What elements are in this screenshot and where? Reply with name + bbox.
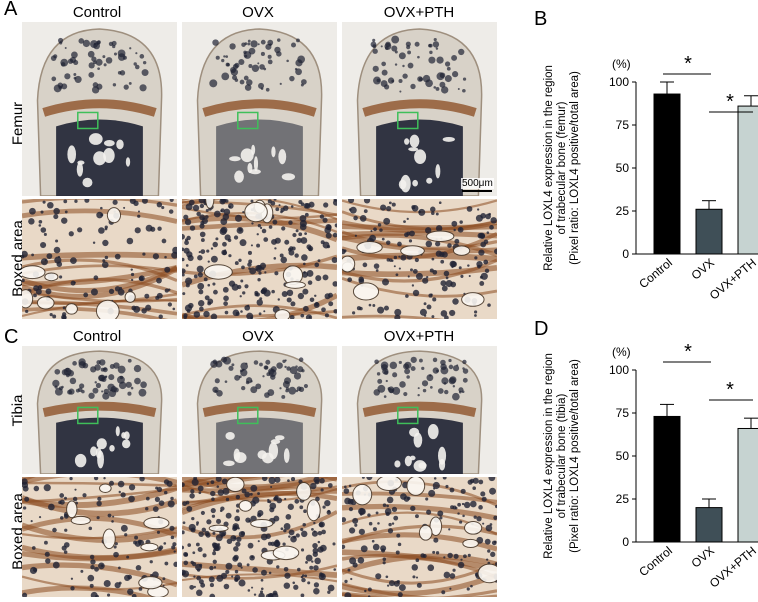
micrograph-tibia-boxed-ovx [182, 477, 337, 597]
chart-b-xtick-label-2: OVX+PTH [707, 256, 758, 303]
col-label-ovx-bottom: OVX [242, 328, 274, 345]
micrograph-femur-boxed-ovx [182, 199, 337, 319]
col-label-control-bottom: Control [72, 328, 122, 345]
micrograph-femur-ovx-pth [342, 22, 497, 196]
panel-label-a: A [4, 0, 18, 20]
chart-d: Relative LOXL4 expression in the region o… [540, 326, 758, 602]
chart-d-ylabel-line-1: of trabecular bone (tibia) [556, 394, 568, 519]
chart-b-ytick-label-4: 100 [609, 75, 629, 89]
scale-bar [462, 190, 492, 192]
chart-d-ylabel-line-0: Relative LOXL4 expression in the region [543, 353, 555, 559]
micrograph-tibia-ovx-pth [342, 346, 497, 474]
chart-b-ytick-label-2: 50 [616, 161, 630, 175]
micrograph-femur-ovx [182, 22, 337, 196]
chart-b-ytick-label-1: 25 [616, 204, 630, 218]
micrograph-tibia-ovx [182, 346, 337, 474]
chart-d-unit: (%) [612, 345, 631, 359]
chart-d-ytick-label-0: 0 [622, 535, 629, 549]
chart-b-bar-1 [695, 208, 723, 255]
micrograph-femur-control [22, 22, 177, 196]
chart-d-ytick-label-4: 100 [609, 363, 629, 377]
chart-b-ylabel-line-1: of trabecular bone (femur) [556, 101, 568, 234]
chart-b: Relative LOXL4 expression in the region o… [540, 20, 758, 320]
col-label-ovx-pth-top: OVX+PTH [383, 4, 455, 21]
chart-b-xtick-label-1: OVX [689, 256, 717, 283]
scale-bar-label: 500μm [461, 178, 494, 189]
chart-b-ytick-label-3: 75 [616, 118, 630, 132]
chart-d-bar-0 [653, 415, 681, 543]
col-label-control-top: Control [72, 4, 122, 21]
chart-b-bar-0 [653, 93, 681, 255]
panel-label-c: C [4, 326, 19, 348]
chart-d-ytick-label-2: 50 [616, 449, 630, 463]
chart-d-sig-star-0: * [684, 341, 692, 363]
chart-d-xtick-label-2: OVX+PTH [707, 544, 758, 591]
micrograph-femur-boxed-ovx-pth [342, 199, 497, 319]
micrograph-tibia-boxed-ovx-pth [342, 477, 497, 597]
chart-d-ylabel-line-2: (Pixel ratio: LOXL4 positive/total area) [569, 359, 581, 553]
micrograph-tibia-boxed-control [22, 477, 177, 597]
chart-d-sig-star-1: * [726, 379, 734, 401]
chart-d-bar-1 [695, 507, 723, 543]
panel-label-d: D [534, 318, 549, 340]
chart-d-ytick-label-1: 25 [616, 492, 630, 506]
chart-d-bar-2 [737, 427, 758, 543]
chart-b-ylabel-line-0: Relative LOXL4 expression in the region [543, 65, 555, 271]
chart-d-xtick-label-0: Control [636, 544, 675, 580]
chart-b-unit: (%) [612, 57, 631, 71]
chart-b-ytick-label-0: 0 [622, 247, 629, 261]
panel-label-b: B [534, 8, 548, 30]
chart-b-xtick-label-0: Control [636, 256, 675, 292]
micrograph-tibia-control [22, 346, 177, 474]
chart-b-ylabel-line-2: (Pixel ratio: LOXL4 positive/total area) [569, 71, 581, 265]
chart-d-xtick-label-1: OVX [689, 544, 717, 571]
chart-b-sig-star-1: * [726, 91, 734, 113]
col-label-ovx-top: OVX [242, 4, 274, 21]
col-label-ovx-pth-bottom: OVX+PTH [383, 328, 455, 345]
chart-d-ytick-label-3: 75 [616, 406, 630, 420]
chart-b-bar-2 [737, 105, 758, 255]
chart-b-sig-star-0: * [684, 53, 692, 75]
micrograph-femur-boxed-control [22, 199, 177, 319]
